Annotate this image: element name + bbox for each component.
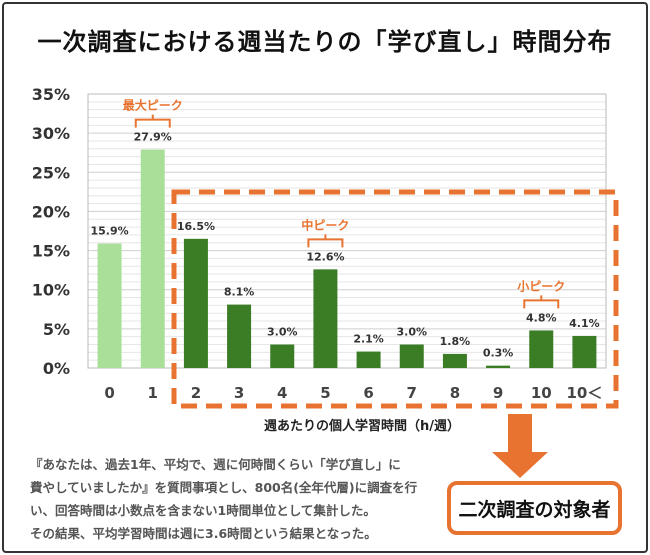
bar — [486, 365, 511, 368]
data-label: 2.1% — [353, 333, 384, 346]
x-tick-label: 7 — [407, 384, 417, 402]
x-tick-label: 2 — [191, 384, 201, 402]
x-tick-label: 10 — [531, 384, 552, 402]
y-tick-label: 20% — [32, 202, 70, 221]
peak-annotation: 中ピーク — [301, 217, 349, 232]
bar — [270, 344, 295, 368]
x-tick-label: 0 — [104, 384, 114, 402]
bar — [227, 304, 252, 368]
data-label: 27.9% — [134, 131, 172, 144]
data-label: 1.8% — [440, 335, 471, 348]
bar — [572, 335, 597, 368]
x-tick-label: 5 — [320, 384, 330, 402]
bar — [140, 149, 165, 368]
x-axis-label: 週あたりの個人学習時間（h/週） — [264, 418, 460, 434]
bar — [313, 269, 338, 368]
data-label: 8.1% — [224, 286, 255, 299]
x-tick-label: 1 — [148, 384, 158, 402]
data-label: 12.6% — [306, 250, 344, 263]
x-tick-label: 4 — [277, 384, 287, 402]
x-tick-label: 9 — [493, 384, 503, 402]
data-label: 4.1% — [569, 317, 600, 330]
bar — [356, 351, 381, 368]
note-line: 費やしていましたか』を質問事項とし、800名(全年代層)に調査を行 — [30, 480, 418, 495]
note-line: その結果、平均学習時間は週に3.6時間という結果となった。 — [30, 526, 377, 541]
x-tick-label: 10＜ — [566, 384, 602, 402]
y-tick-label: 25% — [32, 163, 70, 182]
peak-bracket — [523, 295, 560, 309]
data-label: 3.0% — [396, 326, 427, 339]
y-tick-label: 10% — [32, 281, 70, 300]
bar — [529, 330, 554, 368]
target-group-box: 二次調査の対象者 — [447, 481, 622, 535]
down-arrow-icon — [492, 414, 548, 478]
y-tick-label: 0% — [43, 359, 70, 378]
peak-annotation: 小ピーク — [517, 278, 565, 293]
bar — [97, 243, 122, 368]
plot-area-border — [87, 93, 607, 369]
x-tick-label: 6 — [363, 384, 373, 402]
note-line: 『あなたは、過去1年、平均で、週に何時間くらい「学び直し」に — [30, 457, 401, 472]
peak-bracket — [307, 234, 344, 248]
x-tick-label: 8 — [450, 384, 460, 402]
bar — [442, 353, 467, 368]
y-tick-label: 5% — [43, 320, 70, 339]
peak-bracket — [134, 114, 171, 128]
survey-note: 『あなたは、過去1年、平均で、週に何時間くらい「学び直し」に 費やしていましたか… — [30, 453, 430, 545]
data-label: 16.5% — [177, 220, 215, 233]
note-line: い、回答時間は小数点を含まない1時間単位として集計した。 — [30, 503, 376, 518]
y-tick-label: 15% — [32, 242, 70, 261]
y-tick-label: 30% — [32, 124, 70, 143]
data-label: 3.0% — [267, 326, 298, 339]
peak-annotation: 最大ピーク — [123, 98, 183, 113]
data-label: 4.8% — [526, 311, 557, 324]
y-tick-label: 35% — [32, 85, 70, 104]
bar — [183, 238, 208, 368]
data-label: 15.9% — [90, 225, 128, 238]
chart-title: 一次調査における週当たりの「学び直し」時間分布 — [37, 28, 613, 56]
highlight-dashed-box — [171, 189, 619, 409]
x-tick-label: 3 — [234, 384, 244, 402]
data-label: 0.3% — [483, 347, 514, 360]
bar — [399, 344, 424, 368]
